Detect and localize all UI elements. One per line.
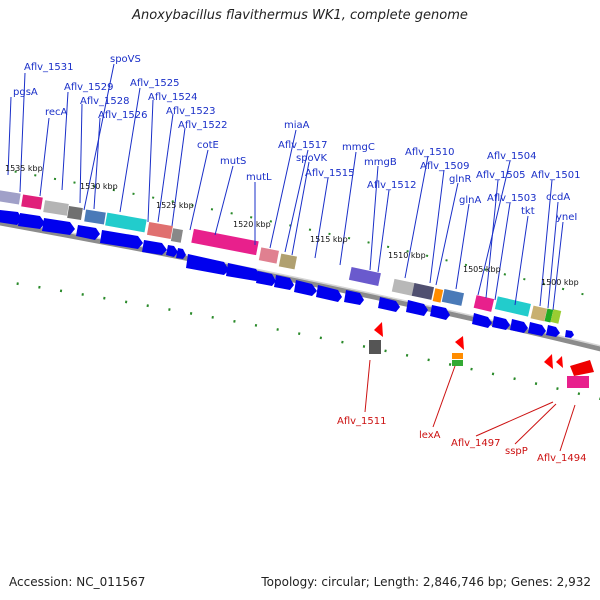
gene-label: Aflv_1510 <box>405 147 455 158</box>
gene-label: mutL <box>246 172 272 183</box>
kbp-marker: 1525 kbp <box>156 201 194 210</box>
kbp-marker: 1530 kbp <box>80 182 118 191</box>
gene-label: tkt <box>521 206 535 217</box>
forward-leader-lines <box>7 63 564 311</box>
gene-label: Aflv_1525 <box>130 78 180 89</box>
forward-gene-arrows <box>0 210 574 338</box>
gene-label: Aflv_1526 <box>98 110 148 121</box>
gene-label: Aflv_1512 <box>367 180 417 191</box>
gene-label: lexA <box>419 430 441 441</box>
gene-label: Aflv_1501 <box>531 170 581 181</box>
gene-label: Aflv_1524 <box>148 92 198 103</box>
kbp-marker: 1500 kbp <box>541 278 579 287</box>
gene-label: ccdA <box>546 192 570 203</box>
gene-label: sspP <box>505 446 528 457</box>
reverse-leader-lines <box>364 359 576 452</box>
gene-label: cotE <box>197 140 219 151</box>
gene-label: pgsA <box>13 87 38 98</box>
reverse-features <box>369 322 594 388</box>
kbp-marker: 1510 kbp <box>388 251 426 260</box>
reverse-gene-labels: Aflv_1511 lexA Aflv_1497 sspP Aflv_1494 <box>337 416 587 464</box>
gene-label: Aflv_1503 <box>487 193 537 204</box>
outer-tick-line <box>0 279 600 401</box>
gene-label: glnA <box>459 195 481 206</box>
gene-label: Aflv_1497 <box>451 438 501 449</box>
kbp-marker: 1515 kbp <box>310 235 348 244</box>
map-title: Anoxybacillus flavithermus WK1, complete… <box>132 8 468 23</box>
kbp-marker: 1535 kbp <box>5 164 43 173</box>
gene-label: Aflv_1517 <box>278 140 328 151</box>
gene-label: mmgB <box>364 157 397 168</box>
gene-label: yneI <box>556 212 577 223</box>
gene-label: Aflv_1505 <box>476 170 526 181</box>
gene-label: Aflv_1529 <box>64 82 114 93</box>
gene-label: recA <box>45 107 68 118</box>
gene-label: spoVK <box>296 153 328 164</box>
kbp-markers: 1535 kbp 1530 kbp 1525 kbp 1520 kbp 1515… <box>5 164 579 287</box>
genome-backbone <box>0 220 600 352</box>
kbp-marker: 1520 kbp <box>233 220 271 229</box>
gene-label: glnR <box>449 174 471 185</box>
kbp-marker: 1505 kbp <box>463 265 501 274</box>
forward-gene-labels: pgsA Aflv_1531 recA Aflv_1529 Aflv_1528 … <box>13 54 581 223</box>
gene-label: Aflv_1522 <box>178 120 228 131</box>
gene-label: Aflv_1523 <box>166 106 216 117</box>
forward-feature-boxes <box>0 190 562 324</box>
gene-label: Aflv_1504 <box>487 151 537 162</box>
gene-label: Aflv_1511 <box>337 416 387 427</box>
gene-label: mmgC <box>342 142 375 153</box>
gene-label: Aflv_1528 <box>80 96 130 107</box>
topology-text: Topology: circular; Length: 2,846,746 bp… <box>261 575 591 589</box>
gene-label: spoVS <box>110 54 141 65</box>
accession-text: Accession: NC_011567 <box>9 575 146 589</box>
gene-label: Aflv_1494 <box>537 453 587 464</box>
gene-label: Aflv_1515 <box>305 168 355 179</box>
gene-label: Aflv_1509 <box>420 161 470 172</box>
gene-label: mutS <box>220 156 246 167</box>
gene-label: miaA <box>284 120 310 131</box>
gene-label: Aflv_1531 <box>24 62 74 73</box>
